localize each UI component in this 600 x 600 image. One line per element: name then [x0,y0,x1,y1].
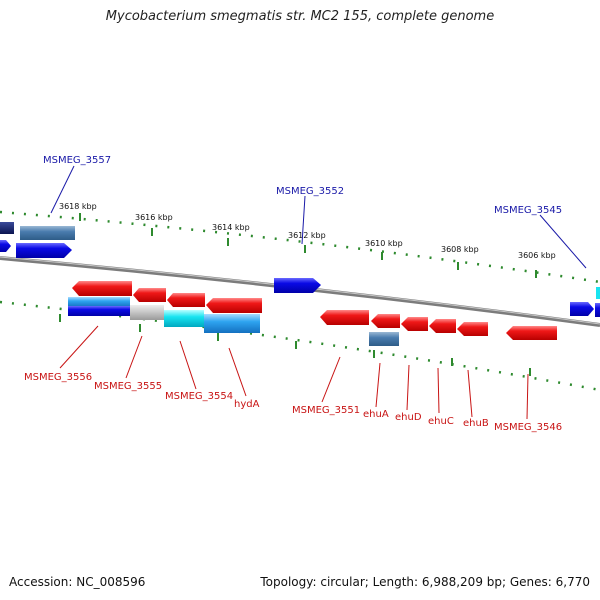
scale-label-3606: 3606 kbp [518,251,556,260]
scale-label-3616: 3616 kbp [135,213,173,222]
gene-arrow-MSMEG_3556-top[interactable] [72,281,132,296]
topology-text: Topology: circular; Length: 6,988,209 bp… [260,575,590,589]
gene-box-MSMEG_3556-lower[interactable] [68,306,130,316]
gene-arrow-MSMEG_3555-top[interactable] [133,288,166,302]
label-MSMEG_3556[interactable]: MSMEG_3556 [24,372,92,383]
accession-text: Accession: NC_008596 [9,575,146,589]
gene-arrow-MSMEG_3545[interactable] [596,287,600,299]
label-MSMEG_3554[interactable]: MSMEG_3554 [165,391,233,402]
gene-arrow-ehuA[interactable] [371,314,400,328]
gene-box-hydA[interactable] [204,314,260,333]
gene-arrow-MSMEG_3557[interactable] [20,226,75,240]
label-ehuA[interactable]: ehuA [363,409,389,420]
reverse-genes [68,281,557,346]
forward-labels [50,165,587,269]
label-ehuB[interactable]: ehuB [463,418,489,429]
gene-arrow-left-edge[interactable] [0,240,11,252]
label-MSMEG_3552[interactable]: MSMEG_3552 [276,186,344,197]
label-MSMEG_3557[interactable]: MSMEG_3557 [43,155,111,166]
gene-arrow-ehuD[interactable] [401,317,428,331]
gene-box-MSMEG_3556[interactable] [68,297,130,307]
gene-arrow-MSMEG_3554-top[interactable] [167,293,205,307]
gene-box-MSMEG_3554[interactable] [164,310,204,327]
map-title: Mycobacterium smegmatis str. MC2 155, co… [105,9,495,24]
gene-arrow-MSMEG_3552[interactable] [274,278,321,293]
forward-scale-track [0,210,600,284]
label-MSMEG_3546[interactable]: MSMEG_3546 [494,422,562,433]
gene-box-ehuA[interactable] [369,332,399,346]
scale-label-3610: 3610 kbp [365,239,403,248]
gene-arrow-MSMEG_3546[interactable] [506,326,557,340]
gene-box-MSMEG_3555[interactable] [130,305,164,320]
forward-major-ticks [79,213,537,278]
gene-arrow-ehuB[interactable] [457,322,488,336]
scale-label-3618: 3618 kbp [59,202,97,211]
scale-label-3612: 3612 kbp [288,231,326,240]
gene-arrow-hydA-top[interactable] [206,298,262,313]
label-MSMEG_3551[interactable]: MSMEG_3551 [292,405,360,416]
label-MSMEG_3555[interactable]: MSMEG_3555 [94,381,162,392]
label-MSMEG_3545[interactable]: MSMEG_3545 [494,205,562,216]
gene-arrow-forward-right-1[interactable] [570,302,594,316]
scale-label-3614: 3614 kbp [212,223,250,232]
gene-arrow-forward-right-2[interactable] [595,303,600,317]
label-hydA[interactable]: hydA [234,399,260,410]
reverse-labels [59,325,529,420]
reverse-major-ticks [59,314,531,376]
forward-genes [0,222,600,317]
gene-arrow-ehuC[interactable] [429,319,456,333]
label-ehuD[interactable]: ehuD [395,412,422,423]
gene-arrow-MSMEG_3551[interactable] [320,310,369,325]
label-ehuC[interactable]: ehuC [428,416,454,427]
gene-arrow-forward-1[interactable] [16,243,72,258]
scale-label-3608: 3608 kbp [441,245,479,254]
gene-arrow-partial-navy[interactable] [0,222,14,234]
